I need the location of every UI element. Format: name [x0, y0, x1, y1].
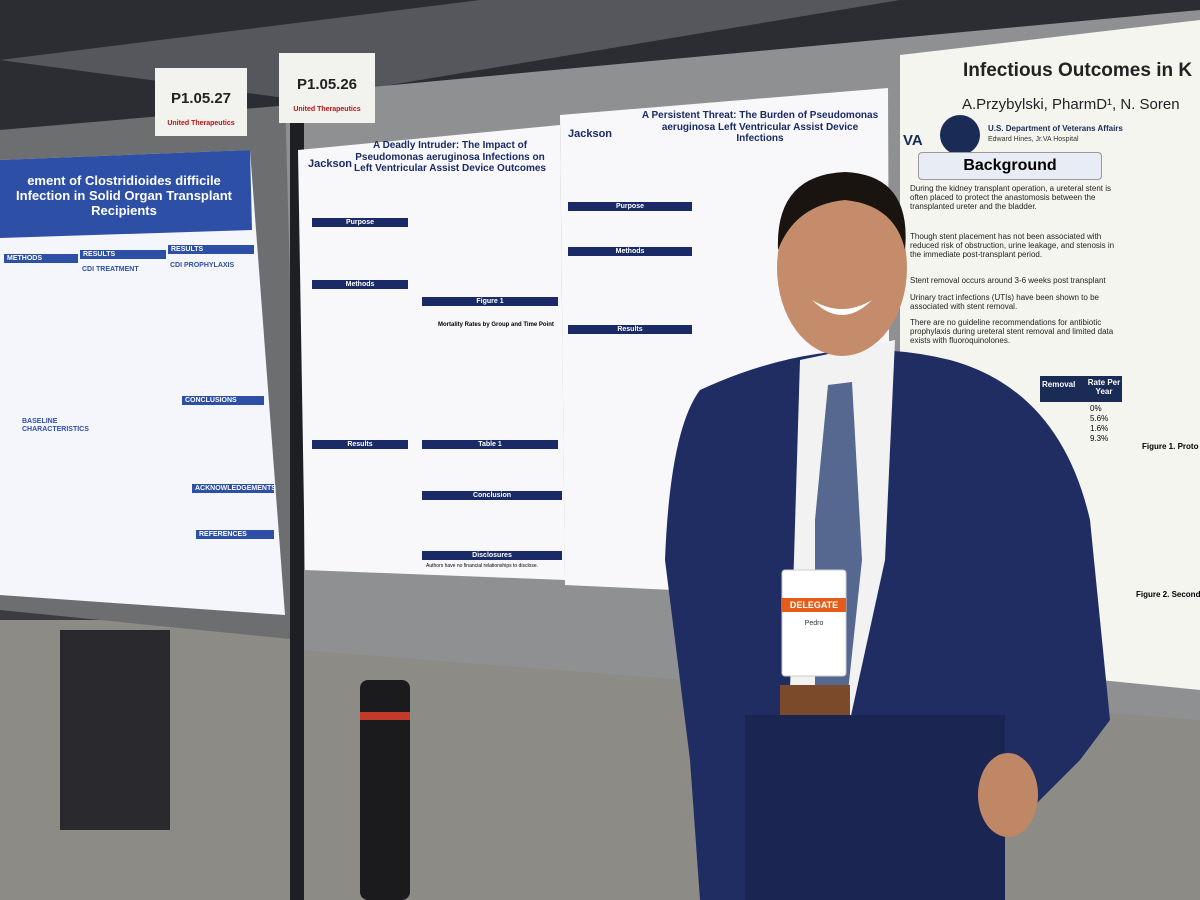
- section-header: Methods: [312, 280, 408, 289]
- badge-band: [782, 598, 846, 612]
- section-header: RESULTS: [168, 245, 254, 254]
- sign: [155, 68, 247, 136]
- section-header: Results: [312, 440, 408, 449]
- table-header: [1040, 376, 1122, 402]
- poster-authors: A.Przybylski, PharmD¹, N. Soren: [962, 96, 1180, 113]
- table-cell: 5.6%: [1090, 414, 1109, 423]
- section-header: REFERENCES: [196, 530, 274, 539]
- section-header: Background: [918, 152, 1102, 180]
- bullet: Though stent placement has not been asso…: [910, 232, 1115, 260]
- smile: [812, 300, 872, 315]
- bollard-band: [360, 712, 410, 720]
- section-header: Purpose: [312, 218, 408, 227]
- sign: [279, 53, 375, 123]
- figure-caption: Figure 2. Second: [1136, 590, 1200, 599]
- va-seal: [940, 115, 980, 155]
- section-header: Conclusion: [422, 491, 562, 500]
- section-header: RESULTS: [80, 250, 166, 259]
- bullet: Urinary tract infections (UTIs) have bee…: [910, 293, 1099, 312]
- table-cell: 0%: [1090, 404, 1102, 413]
- section-header: METHODS: [4, 254, 78, 263]
- section-header: ACKNOWLEDGEMENTS: [192, 484, 276, 493]
- bullet: Stent removal occurs around 3-6 weeks po…: [910, 276, 1106, 285]
- table-header-cell: Removal: [1042, 380, 1076, 389]
- bystander-legs: [60, 630, 170, 830]
- hospital: Edward Hines, Jr.VA Hospital: [988, 136, 1079, 143]
- section-header: Disclosures: [422, 551, 562, 560]
- section-header: CONCLUSIONS: [182, 396, 264, 405]
- institution: Jackson: [308, 158, 353, 170]
- face: [777, 180, 907, 356]
- poster-1: [0, 150, 285, 615]
- poster-title: Infectious Outcomes in K: [963, 60, 1193, 81]
- section-header: Methods: [568, 247, 692, 256]
- disclosure-text: Authors have no financial relationships …: [426, 563, 539, 569]
- belt: [780, 685, 850, 715]
- section-header: Figure 1: [422, 297, 558, 306]
- badge: [781, 569, 847, 677]
- hand: [978, 753, 1038, 837]
- bullet: There are no guideline recommendations f…: [910, 318, 1114, 346]
- section-header: Purpose: [568, 202, 692, 211]
- figure-caption: Figure 1. Proto: [1142, 442, 1199, 451]
- section-header: BASELINE CHARACTERISTICS: [22, 418, 89, 434]
- poster-title: ement of Clostridioides difficile Infect…: [16, 173, 232, 218]
- section-header: CDI TREATMENT: [82, 266, 139, 273]
- poster-2: [298, 125, 565, 580]
- sign-sponsor: United Therapeutics: [167, 120, 235, 127]
- poster-1-banner: [0, 150, 252, 238]
- section-header: Table 1: [422, 440, 558, 449]
- bullet: During the kidney transplant operation, …: [910, 184, 1112, 212]
- sign-number: P1.05.27: [170, 90, 232, 107]
- sign-number: P1.05.26: [296, 76, 358, 93]
- agency: U.S. Department of Veterans Affairs: [988, 124, 1123, 133]
- figure-title: Mortality Rates by Group and Time Point: [438, 322, 554, 328]
- hair: [777, 172, 906, 250]
- table-cell: 1.6%: [1090, 424, 1109, 433]
- section-header: Results: [568, 325, 692, 334]
- sign-sponsor: United Therapeutics: [293, 106, 361, 113]
- institution: Jackson: [568, 128, 613, 140]
- poster-title: A Persistent Threat: The Burden of Pseud…: [641, 110, 879, 144]
- logo-text: VA: [903, 132, 923, 149]
- badge-role: DELEGATE: [789, 600, 839, 610]
- poster-title: A Deadly Intruder: The Impact of Pseudom…: [354, 140, 546, 174]
- trousers: [745, 715, 1005, 900]
- badge-name: Pedro: [804, 620, 824, 627]
- bollard: [360, 680, 410, 900]
- table-cell: 9.3%: [1090, 434, 1109, 443]
- section-header: CDI PROPHYLAXIS: [170, 262, 235, 269]
- table-header-cell: Rate Per Year: [1087, 378, 1121, 397]
